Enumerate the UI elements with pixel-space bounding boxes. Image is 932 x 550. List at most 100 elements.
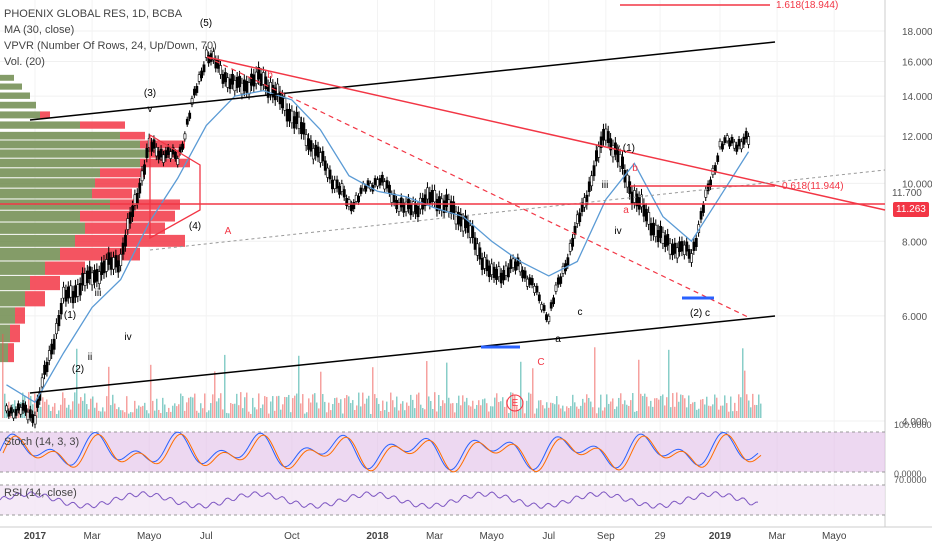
volume-bar [696, 409, 698, 418]
volume-bar [150, 364, 152, 418]
candle-body [114, 255, 118, 268]
triangle-pattern [149, 134, 201, 240]
volume-bar [458, 395, 460, 418]
candle-body [300, 122, 303, 135]
volume-bar [610, 401, 612, 418]
volume-bar [606, 394, 608, 418]
candle-body [311, 148, 315, 160]
volume-bar [456, 403, 458, 418]
volume-bar [160, 413, 162, 418]
volume-bar [154, 410, 156, 418]
candle-body [216, 59, 220, 69]
candle-body [81, 272, 85, 286]
candle-body [495, 269, 498, 280]
volume-bar [262, 404, 264, 418]
candle-body [713, 165, 717, 172]
candle-body [340, 183, 344, 192]
volume-bar [436, 411, 438, 418]
candle-body [654, 224, 658, 238]
volume-bar [664, 405, 666, 418]
volume-bar [128, 413, 130, 418]
study-vpvr-label[interactable]: VPVR (Number Of Rows, 24, Up/Down, 70) [4, 40, 217, 52]
study-volume-label[interactable]: Vol. (20) [4, 56, 45, 68]
volume-bar [584, 402, 586, 418]
volume-bar [514, 395, 516, 418]
vpvr-up-bar [0, 92, 30, 99]
volume-bar [648, 406, 650, 418]
volume-bar [242, 408, 244, 418]
volume-bar [634, 411, 636, 418]
time-tick-label: 2018 [366, 531, 389, 542]
price-tick-label: 16.000 [902, 58, 932, 69]
vpvr-up-bar [0, 121, 80, 129]
volume-bar [370, 413, 372, 418]
volume-bar [286, 397, 288, 418]
volume-bar [732, 411, 734, 418]
volume-bar [422, 408, 424, 418]
volume-bar [348, 396, 350, 418]
candle-body [240, 82, 244, 95]
candle-body [718, 140, 722, 148]
volume-bar [460, 405, 462, 418]
candle-body [100, 262, 104, 275]
volume-bar [706, 396, 708, 418]
volume-bar [644, 393, 646, 418]
candle-body [737, 139, 741, 147]
volume-bar [480, 405, 482, 418]
candle-body [473, 237, 477, 250]
volume-bar [334, 398, 336, 418]
volume-bar [180, 393, 182, 418]
volume-bar [426, 361, 428, 418]
candle-body [573, 225, 577, 235]
volume-bar [616, 406, 618, 418]
last-close-label: 11.700 [892, 188, 922, 199]
vpvr-down-bar [100, 168, 145, 178]
candle-body [533, 285, 536, 293]
volume-bar [70, 409, 72, 418]
volume-bar [210, 403, 212, 418]
candle-body [433, 190, 437, 203]
volume-bar [590, 401, 592, 418]
volume-bar [138, 405, 140, 418]
candle-body [102, 260, 106, 274]
vpvr-up-bar [0, 158, 140, 168]
rsi-pane-label[interactable]: RSI (14, close) [4, 487, 77, 499]
volume-bar [290, 412, 292, 418]
candle-body [518, 263, 522, 273]
volume-bar [692, 402, 694, 418]
study-ma-label[interactable]: MA (30, close) [4, 24, 75, 36]
candle-body [742, 136, 746, 145]
volume-bar [122, 410, 124, 418]
candle-body [549, 302, 553, 309]
volume-bar [466, 397, 468, 418]
candle-body [21, 403, 25, 411]
candle-body [690, 253, 693, 263]
volume-bar [412, 399, 414, 418]
vpvr-up-bar [0, 247, 60, 261]
volume-bar [80, 397, 82, 418]
candle-body [326, 167, 330, 178]
candle-body [285, 108, 289, 122]
volume-bar [562, 405, 564, 418]
volume-bar [306, 412, 308, 418]
candle-body [145, 147, 149, 158]
volume-bar [640, 393, 642, 418]
volume-bar [402, 401, 404, 418]
volume-bar [34, 393, 36, 418]
volume-bar [446, 362, 448, 418]
volume-bar [758, 394, 760, 418]
volume-bar [96, 402, 98, 418]
stoch-pane-label[interactable]: Stoch (14, 3, 3) [4, 436, 80, 448]
volume-bar [468, 405, 470, 418]
volume-bar [680, 394, 682, 418]
volume-bar [576, 406, 578, 418]
volume-bar [476, 404, 478, 418]
candle-body [33, 415, 37, 425]
volume-bar [442, 400, 444, 418]
candle-body [583, 197, 586, 208]
volume-bar [516, 406, 518, 418]
candle-body [295, 111, 299, 124]
vpvr-up-bar [0, 307, 15, 324]
candle-body [159, 148, 163, 158]
